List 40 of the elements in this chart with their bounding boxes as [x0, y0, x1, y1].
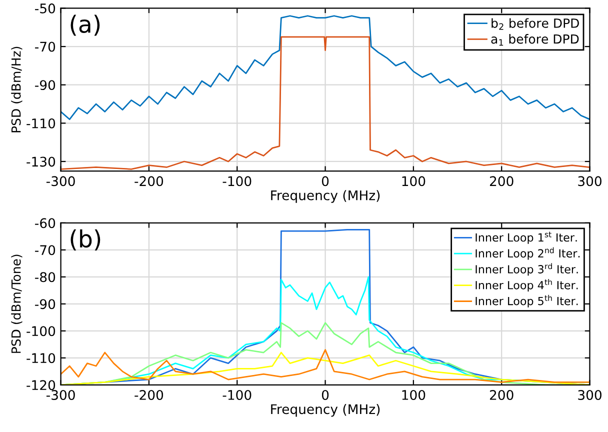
- y-tick-label: -130: [26, 156, 56, 167]
- y-tick-label: -100: [26, 326, 56, 336]
- y-tick-label: -110: [26, 118, 56, 128]
- annotation: (a): [70, 14, 100, 36]
- y-axis-title: PSD (dBm/Hz): [11, 46, 22, 132]
- legend-label: Inner Loop 2$^{nd}$ Iter.: [476, 247, 580, 260]
- legend-label: b$_{2}$ before DPD: [492, 18, 579, 30]
- x-tick-label: -100: [222, 176, 252, 186]
- x-tick-label: -200: [134, 176, 164, 186]
- x-tick-label: 200: [490, 390, 514, 400]
- x-tick-label: 100: [402, 176, 426, 186]
- x-tick-label: -300: [46, 176, 75, 186]
- y-tick-label: -120: [26, 380, 56, 390]
- y-tick-label: -80: [35, 272, 56, 282]
- x-tick-label: 0: [322, 390, 329, 400]
- y-tick-label: -90: [35, 80, 56, 90]
- line-series: [60, 15, 590, 120]
- y-tick-label: -70: [35, 245, 56, 256]
- x-tick-label: 300: [578, 390, 602, 400]
- x-tick-label: -300: [46, 390, 75, 400]
- x-axis-title: Frequency (MHz): [271, 404, 380, 417]
- x-tick-label: 100: [402, 390, 426, 400]
- x-axis-title: Frequency (MHz): [271, 190, 380, 203]
- legend-label: Inner Loop 4$^{th}$ Iter.: [476, 279, 578, 292]
- y-axis-title: PSD (dBm/Tone): [11, 254, 22, 353]
- y-tick-label: -70: [35, 42, 56, 52]
- y-tick-label: -50: [35, 3, 56, 14]
- x-tick-label: -100: [222, 390, 252, 400]
- y-tick-label: -110: [26, 353, 56, 364]
- x-tick-label: 300: [578, 176, 602, 186]
- annotation: (b): [70, 229, 100, 250]
- y-tick-label: -60: [35, 218, 56, 228]
- legend-label: Inner Loop 1$^{st}$ Iter.: [476, 232, 577, 244]
- legend-label: Inner Loop 3$^{rd}$ Iter.: [476, 263, 578, 276]
- x-tick-label: -200: [134, 390, 164, 400]
- y-tick-label: -90: [35, 299, 56, 310]
- legend-label: a$_{1}$ before DPD: [491, 34, 579, 46]
- legend-label: Inner Loop 5$^{th}$ Iter.: [476, 294, 578, 308]
- x-tick-label: 0: [322, 176, 329, 186]
- x-tick-label: 200: [490, 176, 514, 186]
